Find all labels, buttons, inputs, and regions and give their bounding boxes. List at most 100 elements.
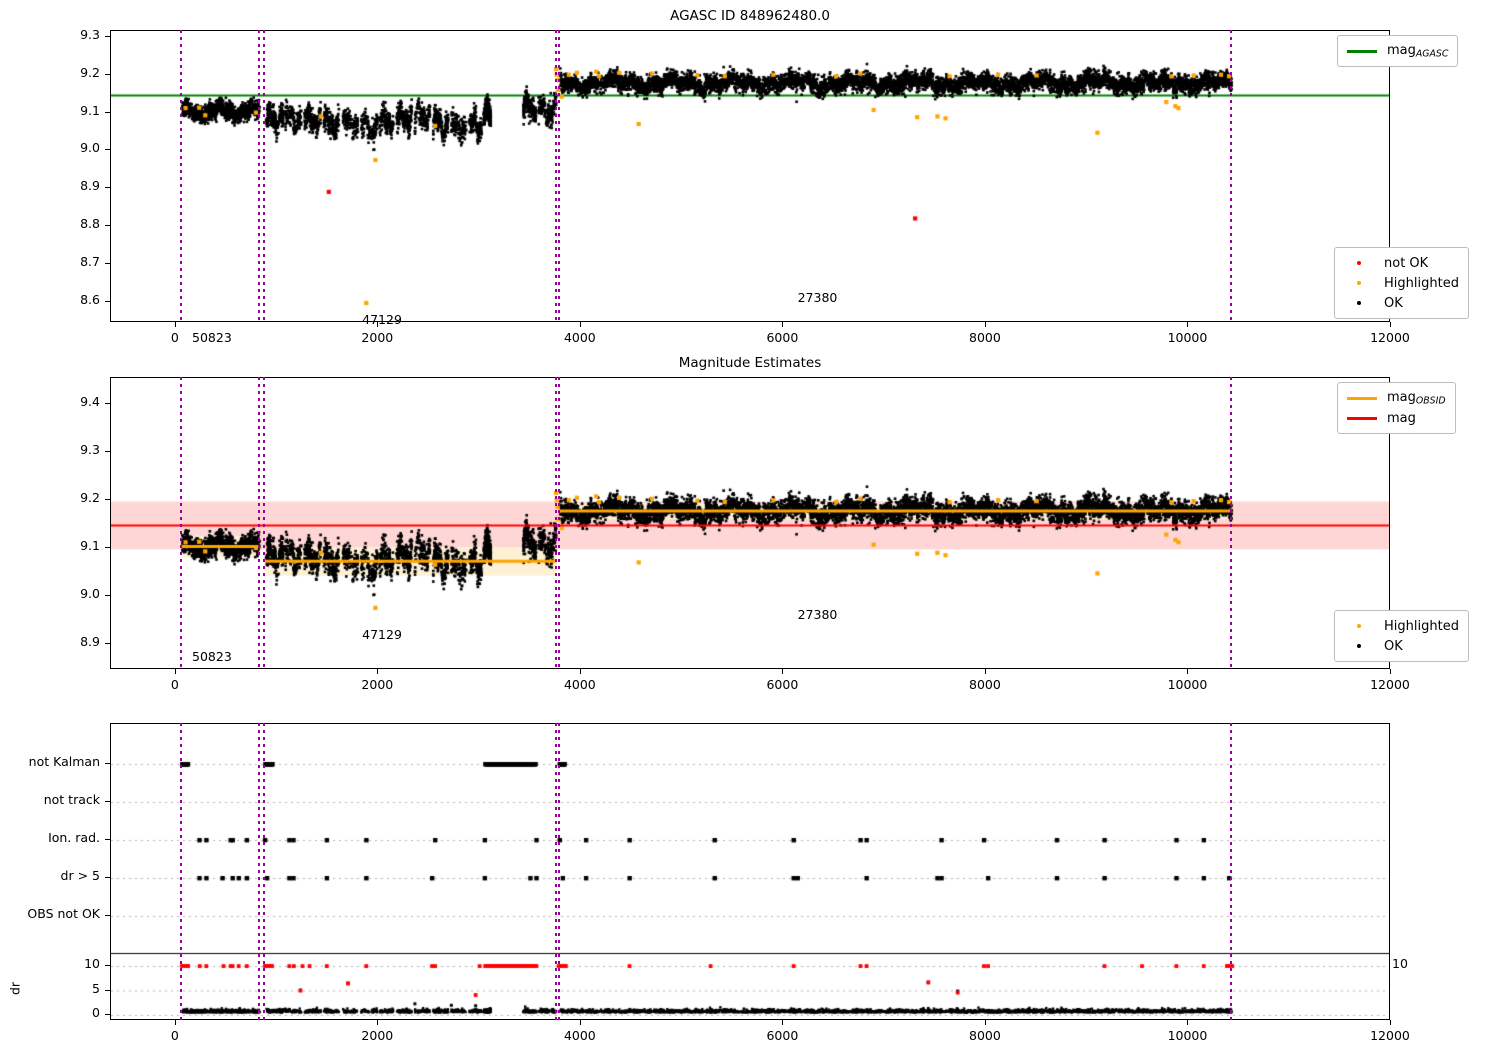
x-tick-label: 4000: [563, 677, 596, 692]
x-tick-label: 0: [170, 677, 179, 692]
y-tick-label: 9.2: [80, 64, 100, 80]
legend-label: Highlighted: [1384, 618, 1459, 634]
x-tick-label: 0: [170, 1028, 179, 1043]
obsid-divider-line: [554, 377, 557, 669]
x-tick-label: 6000: [766, 1028, 799, 1043]
x-tick-label: 2000: [361, 1028, 394, 1043]
obsid-label: 47129: [362, 627, 402, 642]
legend-line-swatch: [1347, 396, 1377, 400]
x-tick-label: 8000: [969, 330, 1001, 345]
obsid-divider-line: [257, 377, 260, 669]
x-tick-label: 6000: [766, 330, 799, 345]
middle-panel-point-legend: Highlighted OK: [1334, 610, 1469, 662]
obsid-divider-line: [179, 723, 182, 1020]
obsid-divider-line: [262, 377, 265, 669]
y-tick-label: 9.2: [80, 490, 100, 506]
obsid-divider-line: [262, 723, 265, 1020]
legend-item-mag-agasc: magAGASC: [1347, 41, 1448, 61]
x-tick-label: 8000: [969, 1028, 1001, 1043]
dr-tick-label: 0: [92, 1005, 100, 1020]
legend-item-mag-obsid: magOBSID: [1347, 388, 1446, 408]
flag-row-label-not-track: not track: [43, 792, 100, 807]
legend-item-highlighted: Highlighted: [1344, 273, 1459, 293]
top-panel-line-legend: magAGASC: [1337, 35, 1459, 67]
legend-label: magAGASC: [1387, 42, 1449, 60]
y-tick-label: 9.4: [80, 394, 100, 410]
x-tick-label: 6000: [766, 677, 799, 692]
x-tick-label: 10000: [1167, 677, 1208, 692]
x-tick-label: 10000: [1167, 1028, 1208, 1043]
legend-dot-swatch: [1344, 261, 1374, 265]
obsid-divider-line: [1230, 723, 1232, 1020]
middle-panel-line-legend: magOBSID mag: [1337, 382, 1456, 434]
y-tick-label: 9.3: [80, 26, 100, 42]
top-panel-title: AGASC ID 848962480.0: [670, 8, 830, 24]
obsid-divider-line: [554, 723, 557, 1020]
dr-axis-label: dr: [7, 981, 23, 995]
x-tick-label: 12000: [1370, 1028, 1410, 1043]
legend-label: not OK: [1384, 255, 1429, 271]
obsid-divider-line: [554, 30, 557, 322]
middle-panel-plot-area: [110, 377, 1390, 669]
legend-label: OK: [1384, 638, 1403, 654]
y-tick-label: 9.0: [80, 140, 100, 156]
legend-line-swatch: [1347, 49, 1377, 53]
y-tick-label: 8.7: [80, 254, 100, 270]
x-tick-label: 0: [170, 330, 179, 345]
y-tick-label: 8.6: [80, 292, 100, 308]
obsid-divider-line: [257, 723, 260, 1020]
legend-line-swatch: [1347, 416, 1377, 420]
obsid-divider-line: [262, 30, 265, 322]
obsid-divider-line: [557, 377, 560, 669]
dr-tick-label: 5: [92, 980, 100, 996]
flag-row-label-dr-5: dr > 5: [60, 868, 100, 883]
x-tick-label: 12000: [1370, 677, 1410, 692]
legend-item-highlighted: Highlighted: [1344, 616, 1459, 636]
x-tick-label: 4000: [563, 1028, 596, 1043]
obsid-divider-line: [1230, 30, 1232, 322]
bottom-panel-plot-area: [110, 723, 1390, 1020]
legend-label: OK: [1384, 295, 1403, 311]
y-tick-label: 9.1: [80, 537, 100, 553]
obsid-divider-line: [557, 723, 560, 1020]
obsid-divider-line: [179, 377, 182, 669]
y-tick-label: 8.8: [80, 216, 100, 232]
legend-item-ok: OK: [1344, 636, 1459, 656]
obsid-label: 27380: [797, 290, 838, 305]
obsid-label: 47129: [362, 312, 402, 327]
legend-dot-swatch: [1344, 644, 1374, 648]
top-panel-point-legend: not OK Highlighted OK: [1334, 247, 1469, 319]
legend-label: magOBSID: [1387, 389, 1446, 407]
legend-dot-swatch: [1344, 281, 1374, 285]
legend-item-mag: mag: [1347, 408, 1446, 428]
legend-dot-swatch: [1344, 624, 1374, 628]
y-tick-label: 9.1: [80, 102, 100, 118]
obsid-divider-line: [557, 30, 560, 322]
x-tick-label: 2000: [361, 677, 394, 692]
legend-item-not-ok: not OK: [1344, 253, 1459, 273]
obsid-divider-line: [257, 30, 260, 322]
legend-item-ok: OK: [1344, 293, 1459, 313]
flag-row-label-obs-not-ok: OBS not OK: [27, 906, 100, 921]
legend-label: Highlighted: [1384, 275, 1459, 291]
y-tick-label: 8.9: [80, 178, 100, 194]
top-panel-plot-area: [110, 30, 1390, 322]
x-tick-label: 12000: [1370, 330, 1410, 345]
legend-dot-swatch: [1344, 301, 1374, 305]
legend-label: mag: [1387, 410, 1416, 426]
obsid-divider-line: [179, 30, 182, 322]
obsid-label: 50823: [192, 649, 232, 664]
obsid-divider-line: [1230, 377, 1232, 669]
flag-row-label-not-kalman: not Kalman: [28, 754, 100, 769]
x-tick-label: 2000: [361, 330, 394, 345]
obsid-label: 27380: [797, 607, 838, 622]
obsid-label: 50823: [192, 330, 232, 345]
x-tick-label: 4000: [563, 330, 596, 345]
y-tick-label: 8.9: [80, 633, 100, 649]
y-tick-label: 9.3: [80, 442, 100, 458]
x-tick-label: 8000: [969, 677, 1001, 692]
flag-row-label-ion-rad: Ion. rad.: [48, 830, 100, 845]
dr-right-tick-label: 10: [1392, 956, 1408, 971]
y-tick-label: 9.0: [80, 585, 100, 601]
